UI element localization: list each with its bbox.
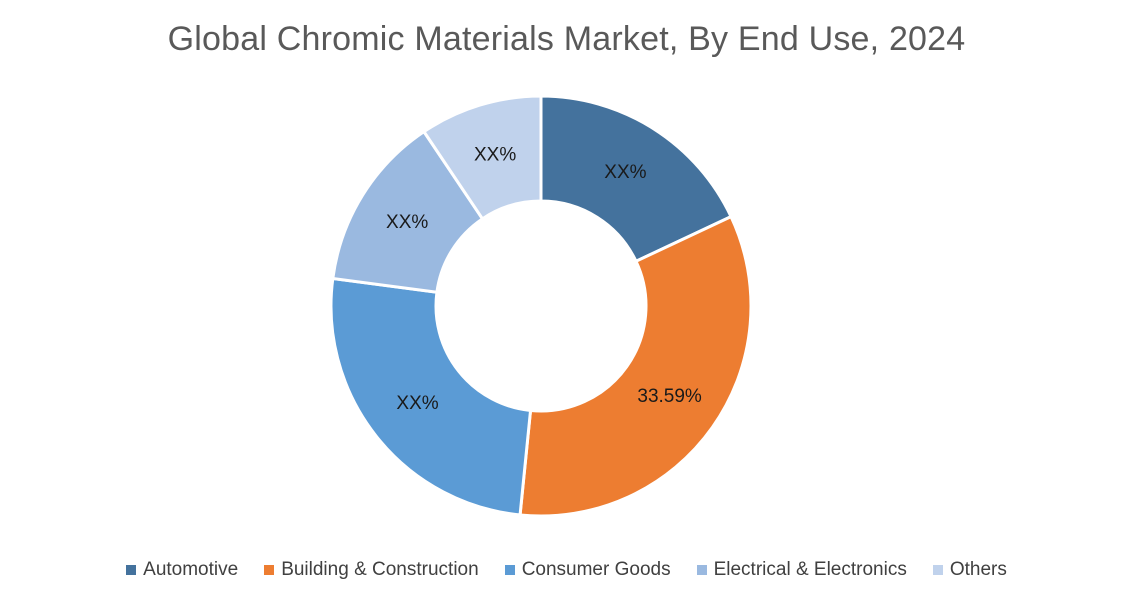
donut-slice-4 [421, 94, 543, 221]
legend-item-4: Others [932, 559, 1007, 581]
legend-label-4: Others [949, 559, 1007, 580]
legend-swatch-0 [126, 565, 137, 575]
legend-label-2: Consumer Goods [521, 559, 671, 580]
legend-item-2: Consumer Goods [504, 559, 671, 581]
legend-swatch-3 [696, 565, 707, 575]
legend-item-0: Automotive [126, 559, 238, 581]
legend-swatch-2 [504, 565, 515, 575]
legend-label-1: Building & Construction [281, 559, 479, 580]
slice-data-label-1: 33.59% [637, 386, 702, 407]
legend-label-0: Automotive [143, 559, 239, 580]
legend-swatch-4 [932, 565, 943, 575]
legend-item-1: Building & Construction [264, 559, 479, 581]
slice-data-label-3: XX% [386, 212, 428, 233]
donut-slice-0 [539, 94, 734, 264]
slice-data-label-2: XX% [396, 393, 438, 414]
legend-item-3: Electrical & Electronics [696, 559, 907, 581]
slice-data-label-0: XX% [604, 162, 646, 183]
slice-data-label-4: XX% [474, 144, 516, 165]
legend-swatch-1 [264, 565, 275, 575]
legend-label-3: Electrical & Electronics [713, 559, 907, 580]
donut-slice-2 [329, 276, 533, 517]
chart-legend: Automotive Building & Construction Consume… [0, 559, 1133, 581]
donut-slice-1 [518, 214, 753, 518]
chart-title: Global Chromic Materials Market, By End … [167, 20, 966, 58]
